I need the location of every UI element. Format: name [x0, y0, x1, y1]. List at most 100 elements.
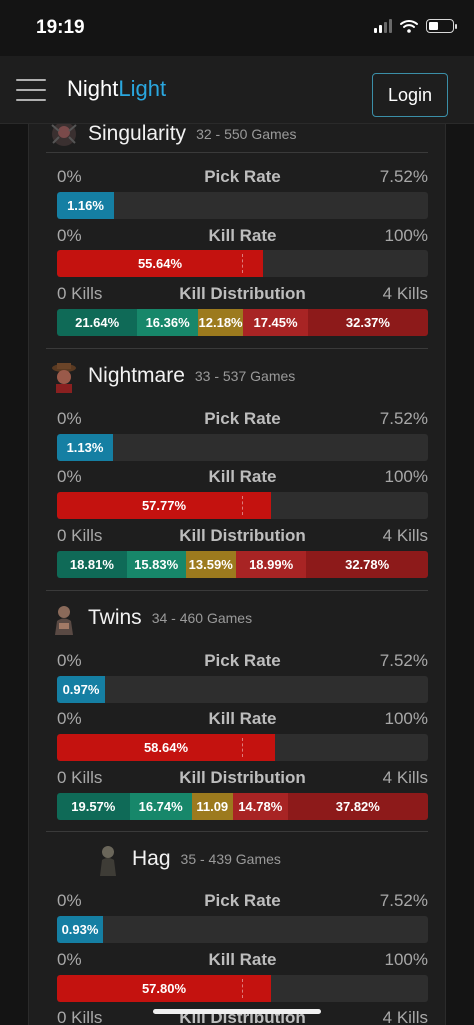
- kill-distribution-bar: 18.81% 15.83% 13.59% 18.99% 32.78%: [57, 551, 428, 578]
- kill-rate-max: 100%: [384, 950, 428, 969]
- kill-rate-title: Kill Rate: [208, 709, 277, 728]
- kill-dist-max: 4 Kills: [382, 768, 428, 787]
- kill-dist-1-segment: 16.74%: [129, 793, 192, 820]
- kill-rate-fill: 57.80%: [57, 975, 271, 1002]
- brand-logo[interactable]: NightLight: [67, 76, 166, 102]
- kill-dist-2-segment: 11.09: [191, 793, 233, 820]
- kill-rate-value: 57.80%: [141, 981, 187, 996]
- hamburger-menu-icon[interactable]: [16, 79, 46, 101]
- killer-games: 34 - 460 Games: [151, 610, 253, 626]
- kill-rate-title: Kill Rate: [208, 226, 277, 245]
- killer-games: 33 - 537 Games: [194, 368, 296, 384]
- kill-dist-1-segment: 16.36%: [137, 309, 198, 336]
- kill-rate-fill: 55.64%: [57, 250, 263, 277]
- pick-rate-labels: 0% Pick Rate 7.52%: [57, 891, 428, 913]
- divider: [46, 152, 428, 153]
- kill-dist-labels: 0 Kills Kill Distribution 4 Kills: [57, 526, 428, 548]
- kill-rate-midline: [242, 254, 243, 273]
- pick-rate-fill: 0.93%: [57, 916, 103, 943]
- kill-rate-bar: 57.80%: [57, 975, 428, 1002]
- pick-rate-title: Pick Rate: [204, 409, 281, 428]
- kill-rate-labels: 0% Kill Rate 100%: [57, 467, 428, 489]
- kill-rate-max: 100%: [384, 226, 428, 245]
- pick-rate-value: 1.16%: [67, 198, 104, 213]
- kill-rate-bar: 55.64%: [57, 250, 428, 277]
- brand-main: Night: [67, 76, 119, 101]
- kill-dist-min: 0 Kills: [57, 284, 103, 303]
- kill-rate-midline: [242, 979, 243, 998]
- kill-dist-min: 0 Kills: [57, 526, 103, 545]
- brand-accent: Light: [118, 76, 167, 101]
- kill-rate-max: 100%: [384, 467, 428, 486]
- kill-dist-labels: 0 Kills Kill Distribution 4 Kills: [57, 284, 428, 306]
- kill-dist-4-segment: 32.78%: [306, 551, 428, 578]
- killer-games: 35 - 439 Games: [180, 851, 281, 867]
- pick-rate-max: 7.52%: [379, 891, 428, 910]
- kill-dist-3-segment: 18.99%: [235, 551, 307, 578]
- home-indicator[interactable]: [153, 1009, 321, 1014]
- kill-rate-min: 0%: [57, 226, 82, 245]
- battery-icon: [426, 19, 457, 33]
- kill-rate-min: 0%: [57, 467, 82, 486]
- killer-name: Hag: [132, 847, 171, 870]
- kill-dist-title: Kill Distribution: [179, 768, 306, 787]
- kill-dist-labels: 0 Kills Kill Distribution 4 Kills: [57, 768, 428, 790]
- killer-header: Twins 34 - 460 Games: [46, 600, 428, 636]
- pick-rate-min: 0%: [57, 891, 82, 910]
- kill-dist-min: 0 Kills: [57, 1008, 103, 1025]
- kill-dist-max: 4 Kills: [382, 284, 428, 303]
- kill-rate-title: Kill Rate: [208, 467, 277, 486]
- kill-dist-3-segment: 17.45%: [243, 309, 308, 336]
- killer-header: Singularity 32 - 550 Games: [46, 124, 428, 152]
- kill-rate-midline: [242, 738, 243, 757]
- kill-rate-labels: 0% Kill Rate 100%: [57, 226, 428, 248]
- pick-rate-title: Pick Rate: [204, 891, 281, 910]
- kill-rate-bar: 57.77%: [57, 492, 428, 519]
- kill-dist-4-segment: 37.82%: [287, 793, 428, 820]
- pick-rate-labels: 0% Pick Rate 7.52%: [57, 409, 428, 431]
- kill-rate-midline: [242, 496, 243, 515]
- pick-rate-bar: 1.13%: [57, 434, 428, 461]
- kill-dist-4-segment: 32.37%: [307, 309, 428, 336]
- killer-name: Singularity: [88, 124, 187, 145]
- kill-rate-min: 0%: [57, 950, 82, 969]
- kill-dist-2-segment: 13.59%: [185, 551, 236, 578]
- kill-dist-0-segment: 21.64%: [57, 309, 138, 336]
- kill-rate-labels: 0% Kill Rate 100%: [57, 950, 428, 972]
- killer-portrait-icon: [90, 841, 126, 877]
- killer-games: 32 - 550 Games: [196, 126, 297, 142]
- kill-rate-bar: 58.64%: [57, 734, 428, 761]
- kill-dist-2-segment: 12.18%: [197, 309, 244, 336]
- kill-rate-max: 100%: [384, 709, 428, 728]
- killer-portrait-icon: [46, 600, 82, 636]
- status-icons: [374, 19, 457, 33]
- pick-rate-min: 0%: [57, 651, 82, 670]
- killer-name: Twins: [88, 606, 142, 629]
- pick-rate-labels: 0% Pick Rate 7.52%: [57, 651, 428, 673]
- killer-name: Nightmare: [88, 364, 185, 387]
- login-button[interactable]: Login: [372, 73, 448, 117]
- pick-rate-max: 7.52%: [379, 167, 428, 186]
- pick-rate-bar: 1.16%: [57, 192, 428, 219]
- kill-rate-value: 58.64%: [143, 740, 189, 755]
- pick-rate-min: 0%: [57, 167, 82, 186]
- kill-dist-max: 4 Kills: [382, 526, 428, 545]
- pick-rate-fill: 0.97%: [57, 676, 105, 703]
- kill-dist-3-segment: 14.78%: [232, 793, 288, 820]
- pick-rate-fill: 1.13%: [57, 434, 113, 461]
- kill-distribution-bar: 21.64% 16.36% 12.18% 17.45% 32.37%: [57, 309, 428, 336]
- kill-rate-value: 55.64%: [137, 256, 183, 271]
- pick-rate-max: 7.52%: [379, 409, 428, 428]
- kill-distribution-bar: 19.57% 16.74% 11.09 14.78% 37.82%: [57, 793, 428, 820]
- killer-header: Nightmare 33 - 537 Games: [46, 358, 428, 394]
- pick-rate-bar: 0.93%: [57, 916, 428, 943]
- divider: [46, 831, 428, 832]
- wifi-icon: [400, 20, 418, 33]
- kill-dist-0-segment: 18.81%: [57, 551, 127, 578]
- kill-dist-title: Kill Distribution: [179, 284, 306, 303]
- pick-rate-labels: 0% Pick Rate 7.52%: [57, 167, 428, 189]
- pick-rate-min: 0%: [57, 409, 82, 428]
- kill-dist-min: 0 Kills: [57, 768, 103, 787]
- status-time: 19:19: [36, 17, 85, 38]
- killer-stats-list: Singularity 32 - 550 Games 0% Pick Rate …: [28, 124, 446, 1025]
